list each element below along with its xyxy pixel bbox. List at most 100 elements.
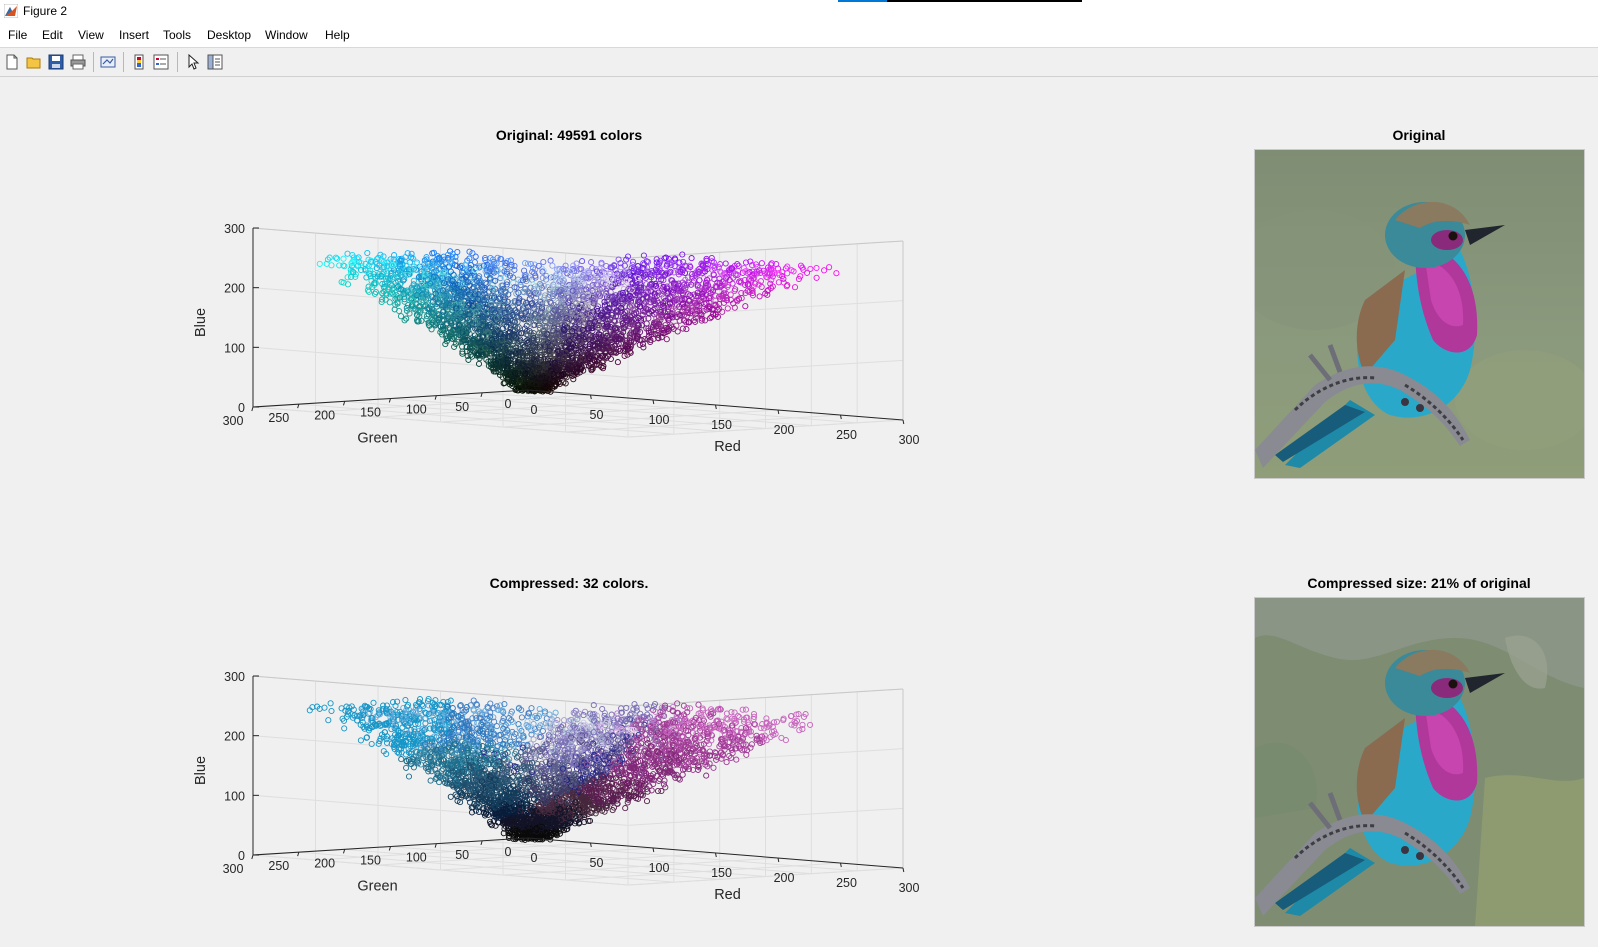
scatter-point (544, 284, 551, 291)
menu-bar: File Edit View Insert Tools Desktop Wind… (0, 23, 1598, 47)
insert-legend-icon[interactable] (152, 53, 170, 71)
scatter-point (529, 365, 536, 373)
scatter-point (622, 347, 629, 355)
scatter-point (619, 756, 626, 763)
scatter-point (420, 739, 427, 746)
menu-file[interactable]: File (8, 28, 28, 42)
scatter-point (572, 323, 579, 330)
scatter-point (547, 381, 554, 389)
print-icon[interactable] (69, 53, 87, 71)
menu-help[interactable]: Help (325, 28, 350, 42)
scatter-point (680, 292, 687, 299)
scatter-point (434, 269, 442, 276)
scatter-point (626, 794, 633, 801)
scatter-point (562, 368, 569, 375)
insert-colorbar-icon[interactable] (130, 53, 148, 71)
scatter-point (535, 385, 542, 392)
menu-insert[interactable]: Insert (119, 28, 150, 42)
scatter-point (706, 275, 713, 282)
scatter-point (616, 760, 623, 767)
scatter-point (685, 319, 692, 326)
link-plot-icon[interactable] (99, 53, 117, 71)
scatter-point (401, 258, 408, 265)
scatter-point (422, 272, 429, 280)
scatter-point (383, 268, 390, 275)
scatter-point (470, 305, 477, 312)
edit-plot-icon[interactable] (184, 53, 202, 71)
scatter-point (533, 743, 540, 750)
menu-view[interactable]: View (78, 28, 104, 42)
scatter-point (487, 344, 494, 351)
scatter-point (532, 378, 539, 385)
scatter-point (582, 319, 589, 326)
scatter-point (506, 306, 513, 313)
scatter-point (456, 312, 463, 319)
scatter-point (578, 311, 585, 318)
scatter-point (460, 746, 467, 753)
scatter-point (513, 344, 520, 351)
scatter-point (691, 291, 698, 298)
scatter-point (510, 326, 517, 333)
scatter-point (705, 282, 712, 289)
scatter-point (459, 755, 466, 762)
scatter-point (449, 301, 456, 308)
scatter-point (576, 325, 583, 333)
bottom-scatter-axes[interactable]: 0 50 100 150 200 250 3000501001502002503000100… (193, 670, 919, 903)
scatter-point (359, 719, 366, 726)
scatter-point (635, 287, 642, 295)
scatter-point (458, 313, 465, 320)
scatter-point (543, 300, 550, 307)
scatter-point (575, 811, 582, 818)
scatter-point (550, 377, 557, 385)
menu-tools[interactable]: Tools (163, 28, 192, 42)
scatter-point (418, 317, 425, 324)
scatter-point (565, 364, 572, 371)
new-figure-icon[interactable] (3, 53, 21, 71)
scatter-point (703, 291, 710, 298)
scatter-point (488, 331, 496, 338)
scatter-point (515, 276, 522, 283)
property-inspector-icon[interactable] (206, 53, 224, 71)
top-scatter-axes[interactable]: 0 50 100 150 200 250 3000501001502002503000100… (193, 222, 919, 455)
scatter-point (655, 321, 662, 328)
menu-window[interactable]: Window (265, 28, 308, 42)
scatter-point (487, 266, 494, 273)
scatter-point (580, 722, 587, 729)
scatter-point (557, 304, 564, 311)
scatter-point (476, 273, 483, 280)
scatter-point (481, 303, 488, 311)
scatter-point (487, 260, 494, 267)
scatter-point (399, 274, 406, 281)
scatter-point (437, 287, 444, 294)
menu-desktop[interactable]: Desktop (207, 28, 252, 42)
scatter-point (641, 265, 648, 272)
scatter-point (443, 338, 450, 345)
scatter-point (550, 372, 557, 379)
scatter-point (535, 371, 542, 378)
scatter-point (653, 268, 660, 275)
scatter-point (532, 361, 539, 368)
scatter-point (515, 358, 522, 365)
scatter-point (485, 322, 492, 329)
scatter-point (538, 380, 545, 387)
scatter-point (613, 333, 620, 340)
matlab-icon (4, 4, 18, 18)
open-file-icon[interactable] (25, 53, 43, 71)
scatter-point (579, 291, 586, 298)
scatter-point (562, 380, 569, 387)
scatter-point (702, 264, 709, 271)
scatter-point (596, 780, 603, 787)
menu-edit[interactable]: Edit (42, 28, 63, 42)
save-icon[interactable] (47, 53, 65, 71)
scatter-point (561, 373, 569, 380)
scatter-point (639, 340, 646, 348)
scatter-point (450, 295, 457, 302)
scatter-point (573, 805, 580, 812)
scatter-point (527, 290, 534, 297)
scatter-point (508, 307, 515, 314)
blue-tick-label: 300 (224, 222, 245, 236)
scatter-point (635, 321, 642, 328)
scatter-point (748, 286, 755, 293)
scatter-point (430, 283, 437, 290)
scatter-point (501, 723, 508, 730)
